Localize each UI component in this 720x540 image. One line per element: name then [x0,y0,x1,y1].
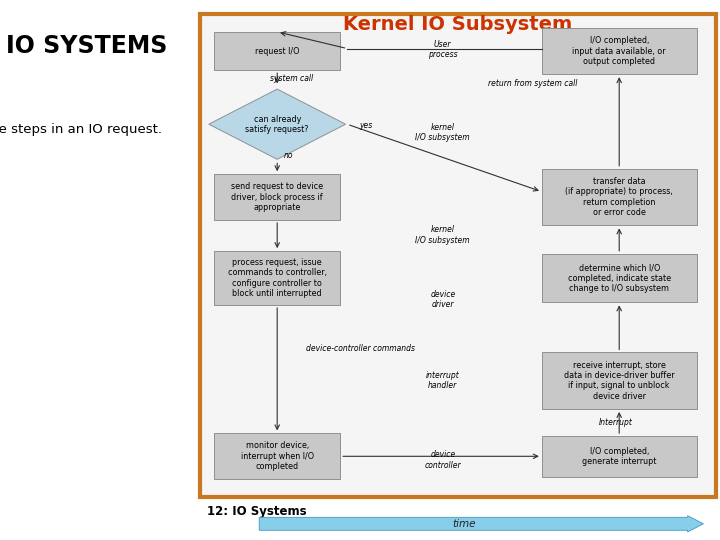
Text: determine which I/O
completed, indicate state
change to I/O subsystem: determine which I/O completed, indicate … [567,263,671,293]
Text: transfer data
(if appropriate) to process,
return completion
or error code: transfer data (if appropriate) to proces… [565,177,673,217]
Text: receive interrupt, store
data in device-driver buffer
if input, signal to unbloc: receive interrupt, store data in device-… [564,361,675,401]
Text: system call: system call [270,74,313,83]
Text: IO SYSTEMS: IO SYSTEMS [6,34,167,58]
Text: send request to device
driver, block process if
appropriate: send request to device driver, block pro… [231,182,323,212]
Text: I/O completed,
input data available, or
output completed: I/O completed, input data available, or … [572,36,666,66]
Text: kernel
I/O subsystem: kernel I/O subsystem [415,225,470,245]
FancyBboxPatch shape [541,436,696,477]
Text: yes: yes [359,121,372,130]
Text: return from system call: return from system call [488,79,577,88]
Text: device-controller commands: device-controller commands [305,344,415,353]
Text: no: no [283,151,293,160]
Text: request I/O: request I/O [255,47,300,56]
Text: interrupt
handler: interrupt handler [426,371,459,390]
Text: can already
satisfy request?: can already satisfy request? [246,114,309,134]
Text: 12: IO Systems: 12: IO Systems [207,505,307,518]
FancyBboxPatch shape [200,14,716,497]
Text: time: time [453,519,476,529]
Text: User
process: User process [428,40,458,59]
FancyBboxPatch shape [541,254,696,302]
FancyBboxPatch shape [541,168,696,226]
Text: I/O completed,
generate interrupt: I/O completed, generate interrupt [582,447,657,466]
Text: device
driver: device driver [430,290,456,309]
FancyBboxPatch shape [541,353,696,409]
Text: The steps in an IO request.: The steps in an IO request. [0,123,162,136]
Text: monitor device,
interrupt when I/O
completed: monitor device, interrupt when I/O compl… [240,441,314,471]
Text: Interrupt: Interrupt [598,418,633,427]
Text: process request, issue
commands to controller,
configure controller to
block unt: process request, issue commands to contr… [228,258,327,298]
Text: kernel
I/O subsystem: kernel I/O subsystem [415,123,470,142]
FancyBboxPatch shape [215,32,340,70]
FancyBboxPatch shape [541,28,696,74]
FancyBboxPatch shape [215,433,340,480]
Text: Kernel IO Subsystem: Kernel IO Subsystem [343,15,572,34]
Polygon shape [209,89,346,159]
FancyBboxPatch shape [215,174,340,220]
FancyBboxPatch shape [215,251,340,305]
FancyArrow shape [259,516,703,532]
Text: device
controller: device controller [425,450,461,470]
